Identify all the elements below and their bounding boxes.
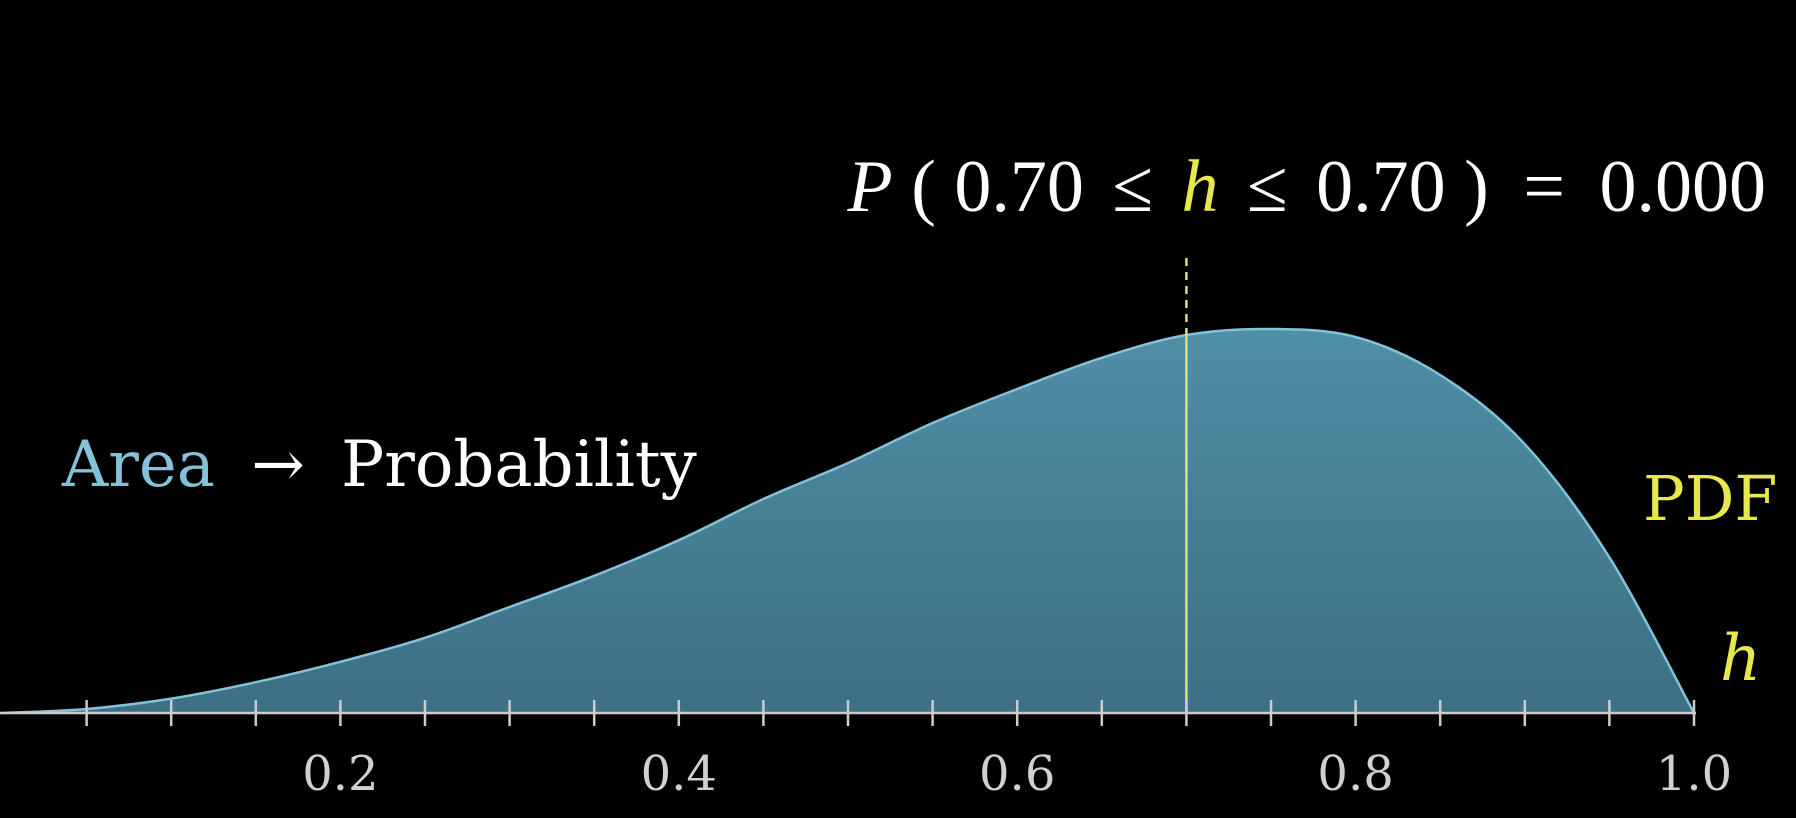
- x-axis-tick-labels: 0.2 0.4 0.6 0.8 1.0: [302, 746, 1732, 802]
- area-word: Area: [61, 428, 215, 502]
- formula-leq-2: ≤: [1247, 146, 1288, 228]
- x-tick-label: 0.8: [1317, 746, 1393, 802]
- axis-variable-label: h: [1720, 622, 1761, 696]
- area-probability-caption: Area → Probability: [61, 428, 697, 502]
- x-tick-label: 0.6: [979, 746, 1055, 802]
- formula-leq-1: ≤: [1112, 146, 1153, 228]
- x-tick-label: 1.0: [1656, 746, 1732, 802]
- formula-lower-bound: 0.70: [954, 146, 1084, 228]
- formula-close-paren: ): [1464, 146, 1489, 228]
- area-under-curve: [2, 328, 1694, 713]
- formula-equals: =: [1523, 146, 1565, 228]
- formula-variable: h: [1181, 146, 1218, 228]
- pdf-series-label: PDF: [1643, 462, 1777, 535]
- probability-formula: P ( 0.70 ≤ h ≤ 0.70 ) = 0.000: [847, 146, 1767, 228]
- formula-open-paren: (: [911, 146, 936, 228]
- pdf-curve: [1, 327, 1696, 715]
- probability-word: Probability: [341, 428, 697, 502]
- formula-value: 0.000: [1600, 146, 1767, 228]
- x-tick-label: 0.2: [302, 746, 378, 802]
- formula-upper-bound: 0.70: [1316, 146, 1446, 228]
- x-tick-label: 0.4: [641, 746, 717, 802]
- x-axis-ticks: [85, 700, 1696, 726]
- formula-p: P: [847, 146, 893, 228]
- arrow-glyph: →: [251, 428, 305, 502]
